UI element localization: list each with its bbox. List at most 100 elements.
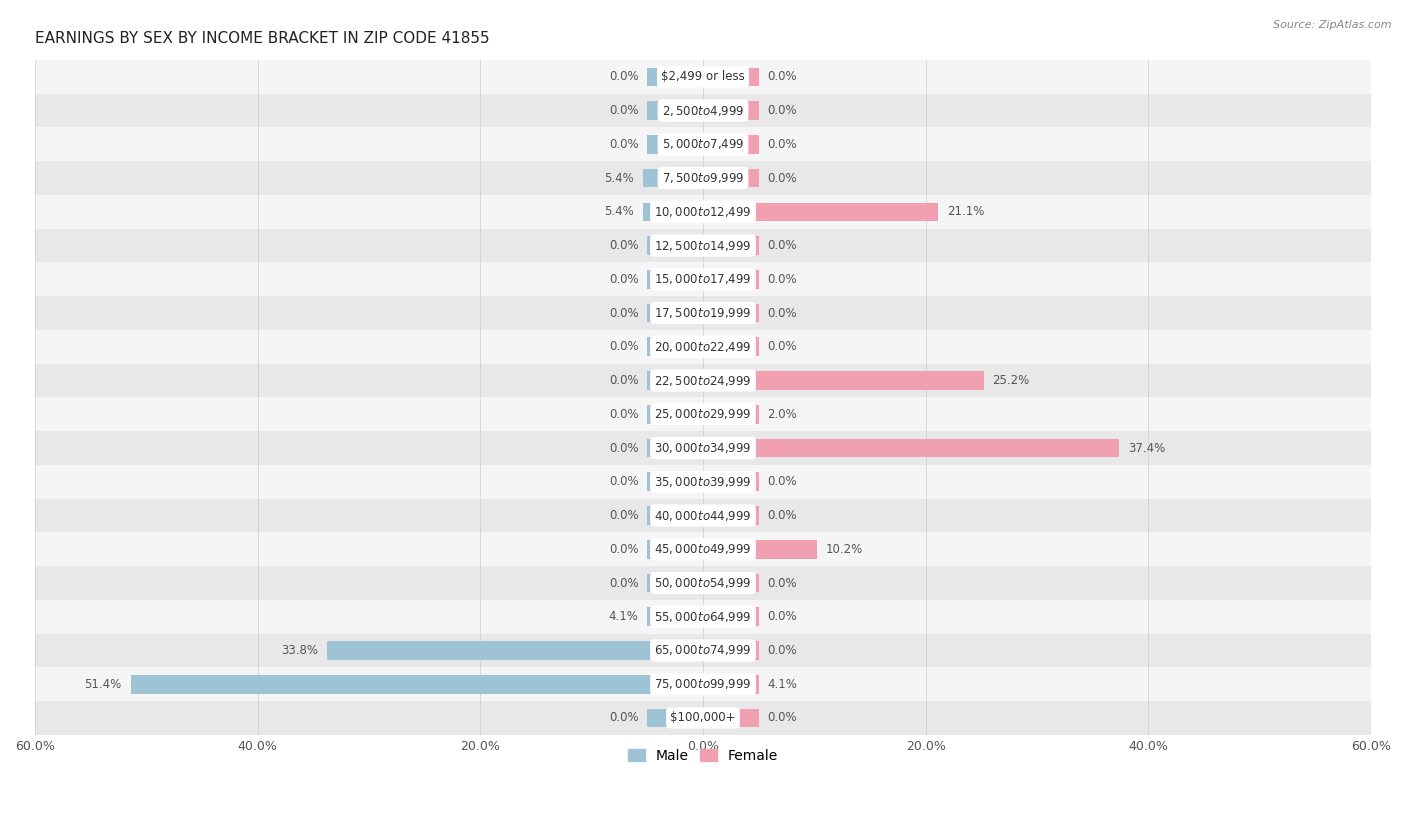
Text: Source: ZipAtlas.com: Source: ZipAtlas.com — [1274, 20, 1392, 30]
Text: $20,000 to $22,499: $20,000 to $22,499 — [654, 340, 752, 354]
Bar — [647, 372, 703, 389]
Text: 2.0%: 2.0% — [768, 408, 797, 421]
Text: 5.4%: 5.4% — [605, 172, 634, 185]
Text: $17,500 to $19,999: $17,500 to $19,999 — [654, 306, 752, 320]
Text: 0.0%: 0.0% — [609, 239, 638, 252]
Bar — [35, 161, 1371, 195]
Text: $100,000+: $100,000+ — [671, 711, 735, 724]
Bar — [35, 296, 1371, 330]
Text: $10,000 to $12,499: $10,000 to $12,499 — [654, 205, 752, 219]
Text: 0.0%: 0.0% — [609, 408, 638, 421]
Bar — [35, 263, 1371, 296]
Text: $7,500 to $9,999: $7,500 to $9,999 — [662, 171, 744, 185]
Bar — [35, 566, 1371, 600]
Text: 0.0%: 0.0% — [768, 273, 797, 286]
Bar — [703, 202, 938, 221]
Text: 0.0%: 0.0% — [768, 611, 797, 624]
Text: 33.8%: 33.8% — [281, 644, 318, 657]
Text: 0.0%: 0.0% — [609, 543, 638, 556]
Bar — [35, 330, 1371, 363]
Bar — [647, 237, 703, 254]
Bar — [643, 202, 703, 221]
Bar — [703, 372, 984, 389]
Text: 0.0%: 0.0% — [609, 576, 638, 589]
Bar — [647, 102, 703, 120]
Bar — [703, 472, 759, 491]
Bar — [703, 304, 759, 322]
Text: 4.1%: 4.1% — [609, 611, 638, 624]
Text: 0.0%: 0.0% — [768, 476, 797, 489]
Bar — [35, 533, 1371, 566]
Text: 0.0%: 0.0% — [609, 374, 638, 387]
Text: $65,000 to $74,999: $65,000 to $74,999 — [654, 644, 752, 658]
Bar — [647, 607, 703, 626]
Bar — [35, 701, 1371, 735]
Bar — [35, 195, 1371, 228]
Text: $30,000 to $34,999: $30,000 to $34,999 — [654, 441, 752, 455]
Bar — [703, 540, 817, 559]
Text: 0.0%: 0.0% — [609, 307, 638, 320]
Text: 0.0%: 0.0% — [768, 104, 797, 117]
Text: 25.2%: 25.2% — [993, 374, 1029, 387]
Bar — [703, 506, 759, 524]
Text: 0.0%: 0.0% — [768, 70, 797, 83]
Text: 0.0%: 0.0% — [768, 644, 797, 657]
Bar — [35, 667, 1371, 701]
Bar — [647, 67, 703, 86]
Text: $2,499 or less: $2,499 or less — [661, 70, 745, 83]
Bar — [703, 169, 759, 187]
Text: 0.0%: 0.0% — [609, 711, 638, 724]
Text: $15,000 to $17,499: $15,000 to $17,499 — [654, 272, 752, 286]
Bar — [35, 363, 1371, 398]
Bar — [647, 574, 703, 593]
Bar — [647, 506, 703, 524]
Bar — [703, 67, 759, 86]
Bar — [703, 405, 759, 424]
Text: 4.1%: 4.1% — [768, 678, 797, 691]
Text: 0.0%: 0.0% — [609, 137, 638, 150]
Text: $75,000 to $99,999: $75,000 to $99,999 — [654, 677, 752, 691]
Text: $55,000 to $64,999: $55,000 to $64,999 — [654, 610, 752, 624]
Bar — [703, 675, 759, 693]
Bar — [35, 431, 1371, 465]
Text: 0.0%: 0.0% — [768, 576, 797, 589]
Bar — [703, 337, 759, 356]
Bar — [703, 641, 759, 660]
Bar — [35, 465, 1371, 498]
Bar — [647, 540, 703, 559]
Text: $50,000 to $54,999: $50,000 to $54,999 — [654, 576, 752, 590]
Text: $2,500 to $4,999: $2,500 to $4,999 — [662, 103, 744, 118]
Text: $45,000 to $49,999: $45,000 to $49,999 — [654, 542, 752, 556]
Bar — [647, 405, 703, 424]
Text: 0.0%: 0.0% — [768, 172, 797, 185]
Text: $40,000 to $44,999: $40,000 to $44,999 — [654, 508, 752, 523]
Bar — [35, 60, 1371, 93]
Text: 0.0%: 0.0% — [768, 307, 797, 320]
Bar — [35, 498, 1371, 533]
Bar — [647, 270, 703, 289]
Bar — [703, 102, 759, 120]
Text: $35,000 to $39,999: $35,000 to $39,999 — [654, 475, 752, 489]
Text: 0.0%: 0.0% — [609, 104, 638, 117]
Text: 0.0%: 0.0% — [768, 711, 797, 724]
Bar — [131, 675, 703, 693]
Bar — [647, 709, 703, 728]
Text: 21.1%: 21.1% — [946, 206, 984, 218]
Bar — [703, 237, 759, 254]
Text: 51.4%: 51.4% — [84, 678, 122, 691]
Bar — [703, 574, 759, 593]
Bar — [703, 709, 759, 728]
Bar — [643, 169, 703, 187]
Text: $22,500 to $24,999: $22,500 to $24,999 — [654, 373, 752, 388]
Text: 0.0%: 0.0% — [609, 441, 638, 454]
Bar — [35, 600, 1371, 633]
Text: $25,000 to $29,999: $25,000 to $29,999 — [654, 407, 752, 421]
Text: 37.4%: 37.4% — [1129, 441, 1166, 454]
Bar — [35, 228, 1371, 263]
Text: $5,000 to $7,499: $5,000 to $7,499 — [662, 137, 744, 151]
Legend: Male, Female: Male, Female — [623, 743, 783, 768]
Bar — [647, 337, 703, 356]
Bar — [703, 607, 759, 626]
Bar — [647, 304, 703, 322]
Text: 5.4%: 5.4% — [605, 206, 634, 218]
